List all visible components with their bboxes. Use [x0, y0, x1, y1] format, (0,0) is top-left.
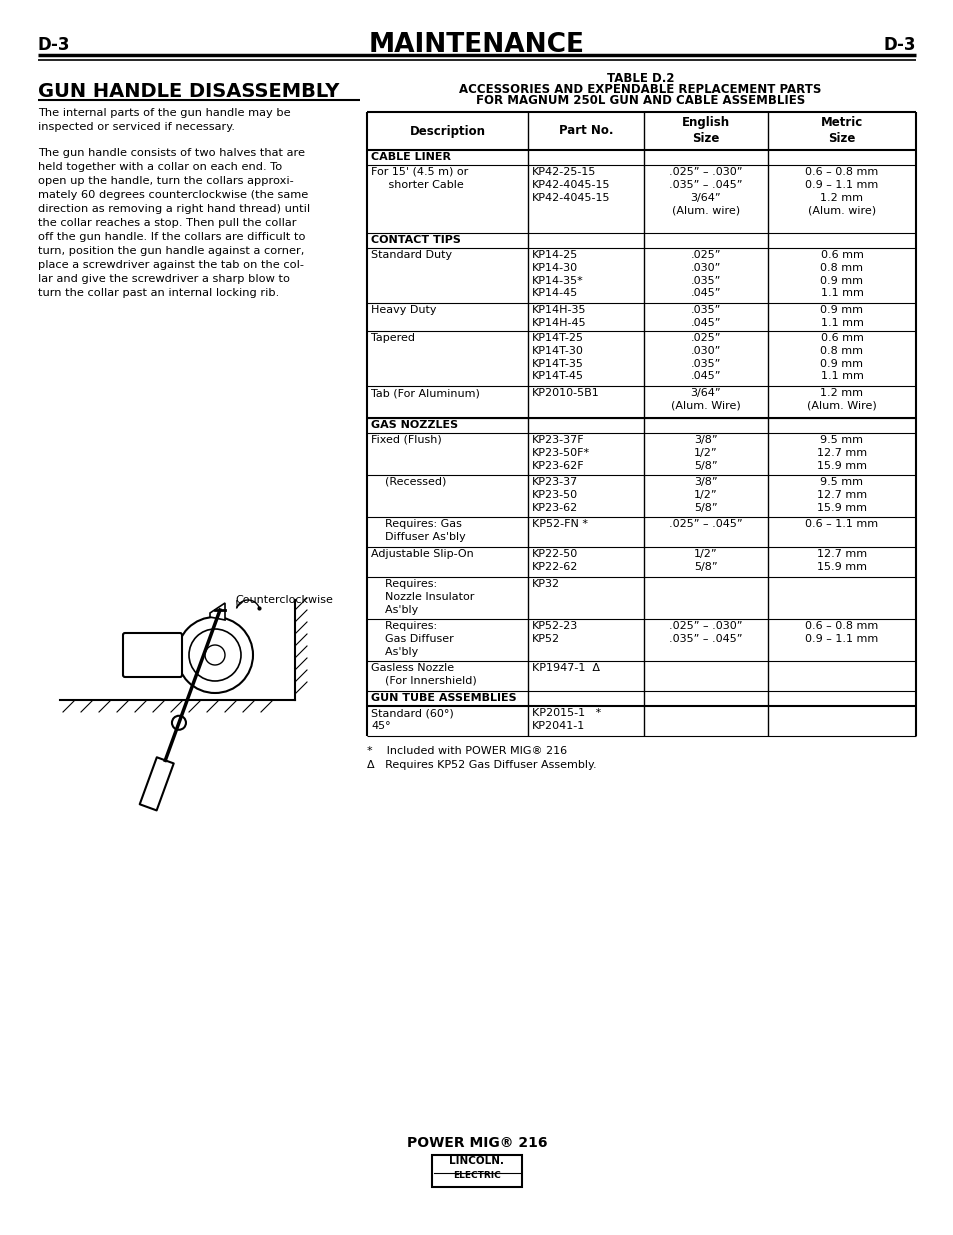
Text: (Recessed): (Recessed) — [371, 477, 446, 487]
Text: Counterclockwise: Counterclockwise — [234, 595, 333, 605]
Text: *    Included with POWER MIG® 216: * Included with POWER MIG® 216 — [367, 746, 566, 756]
Text: English
Size: English Size — [681, 116, 729, 144]
Text: .025” – .030”
.035” – .045”
3/64”
(Alum. wire): .025” – .030” .035” – .045” 3/64” (Alum.… — [669, 167, 742, 215]
Text: .035”
.045”: .035” .045” — [690, 305, 720, 327]
Text: Δ   Requires KP52 Gas Diffuser Assembly.: Δ Requires KP52 Gas Diffuser Assembly. — [367, 760, 596, 769]
Text: KP52-23
KP52: KP52-23 KP52 — [532, 621, 578, 643]
Text: Description: Description — [409, 125, 485, 137]
Text: .025” – .045”: .025” – .045” — [668, 519, 742, 529]
Text: 12.7 mm
15.9 mm: 12.7 mm 15.9 mm — [816, 550, 866, 572]
Text: Tapered: Tapered — [371, 333, 415, 343]
Text: KP2015-1   *
KP2041-1: KP2015-1 * KP2041-1 — [532, 708, 600, 731]
Text: 3/64”
(Alum. Wire): 3/64” (Alum. Wire) — [670, 388, 740, 411]
Text: KP14T-25
KP14T-30
KP14T-35
KP14T-45: KP14T-25 KP14T-30 KP14T-35 KP14T-45 — [532, 333, 583, 382]
Text: KP32: KP32 — [532, 579, 559, 589]
Text: 0.6 mm
0.8 mm
0.9 mm
1.1 mm: 0.6 mm 0.8 mm 0.9 mm 1.1 mm — [820, 249, 862, 299]
Text: Metric
Size: Metric Size — [820, 116, 862, 144]
Text: .025”
.030”
.035”
.045”: .025” .030” .035” .045” — [690, 333, 720, 382]
Text: KP23-37
KP23-50
KP23-62: KP23-37 KP23-50 KP23-62 — [532, 477, 578, 513]
Text: 0.6 – 1.1 mm: 0.6 – 1.1 mm — [804, 519, 878, 529]
Text: FOR MAGNUM 250L GUN AND CABLE ASSEMBLIES: FOR MAGNUM 250L GUN AND CABLE ASSEMBLIES — [476, 94, 804, 107]
Text: 0.6 – 0.8 mm
0.9 – 1.1 mm
1.2 mm
(Alum. wire): 0.6 – 0.8 mm 0.9 – 1.1 mm 1.2 mm (Alum. … — [804, 167, 878, 215]
Text: 3/8”
1/2”
5/8”: 3/8” 1/2” 5/8” — [694, 435, 717, 471]
FancyBboxPatch shape — [123, 634, 182, 677]
Text: ELECTRIC: ELECTRIC — [453, 1171, 500, 1179]
Text: .025”
.030”
.035”
.045”: .025” .030” .035” .045” — [690, 249, 720, 299]
Text: D-3: D-3 — [882, 36, 915, 54]
Polygon shape — [210, 603, 225, 620]
Text: KP2010-5B1: KP2010-5B1 — [532, 388, 599, 398]
Text: MAINTENANCE: MAINTENANCE — [369, 32, 584, 58]
Text: Fixed (Flush): Fixed (Flush) — [371, 435, 441, 445]
Text: 9.5 mm
12.7 mm
15.9 mm: 9.5 mm 12.7 mm 15.9 mm — [816, 435, 866, 471]
Text: Requires:
    Nozzle Insulator
    As'bly: Requires: Nozzle Insulator As'bly — [371, 579, 474, 615]
Text: KP52-FN *: KP52-FN * — [532, 519, 587, 529]
Text: 9.5 mm
12.7 mm
15.9 mm: 9.5 mm 12.7 mm 15.9 mm — [816, 477, 866, 513]
Text: Gasless Nozzle
    (For Innershield): Gasless Nozzle (For Innershield) — [371, 663, 476, 685]
Text: KP42-25-15
KP42-4045-15
KP42-4045-15: KP42-25-15 KP42-4045-15 KP42-4045-15 — [532, 167, 610, 203]
Text: 3/8”
1/2”
5/8”: 3/8” 1/2” 5/8” — [694, 477, 717, 513]
Text: Heavy Duty: Heavy Duty — [371, 305, 436, 315]
Text: The internal parts of the gun handle may be
inspected or serviced if necessary.: The internal parts of the gun handle may… — [38, 107, 291, 132]
Text: GUN TUBE ASSEMBLIES: GUN TUBE ASSEMBLIES — [371, 693, 517, 703]
Text: Adjustable Slip-On: Adjustable Slip-On — [371, 550, 474, 559]
Text: Part No.: Part No. — [558, 125, 613, 137]
Text: ACCESSORIES AND EXPENDABLE REPLACEMENT PARTS: ACCESSORIES AND EXPENDABLE REPLACEMENT P… — [458, 83, 821, 96]
Text: TABLE D.2: TABLE D.2 — [606, 72, 674, 85]
Text: Requires:
    Gas Diffuser
    As'bly: Requires: Gas Diffuser As'bly — [371, 621, 454, 657]
Text: 0.9 mm
1.1 mm: 0.9 mm 1.1 mm — [820, 305, 862, 327]
Text: 1.2 mm
(Alum. Wire): 1.2 mm (Alum. Wire) — [806, 388, 876, 411]
Text: .025” – .030”
.035” – .045”: .025” – .030” .035” – .045” — [669, 621, 742, 643]
Text: Tab (For Aluminum): Tab (For Aluminum) — [371, 388, 479, 398]
Text: CONTACT TIPS: CONTACT TIPS — [371, 235, 460, 245]
Text: KP14-25
KP14-30
KP14-35*
KP14-45: KP14-25 KP14-30 KP14-35* KP14-45 — [532, 249, 583, 299]
Text: Standard (60°)
45°: Standard (60°) 45° — [371, 708, 454, 731]
Text: LINCOLN.: LINCOLN. — [449, 1156, 504, 1166]
Text: D-3: D-3 — [38, 36, 71, 54]
Polygon shape — [139, 757, 173, 810]
Text: The gun handle consists of two halves that are
held together with a collar on ea: The gun handle consists of two halves th… — [38, 148, 310, 298]
Text: KP23-37F
KP23-50F*
KP23-62F: KP23-37F KP23-50F* KP23-62F — [532, 435, 590, 471]
Text: Requires: Gas
    Diffuser As'bly: Requires: Gas Diffuser As'bly — [371, 519, 465, 542]
Text: Standard Duty: Standard Duty — [371, 249, 452, 261]
Text: 0.6 – 0.8 mm
0.9 – 1.1 mm: 0.6 – 0.8 mm 0.9 – 1.1 mm — [804, 621, 878, 643]
Text: POWER MIG® 216: POWER MIG® 216 — [406, 1136, 547, 1150]
Text: GUN HANDLE DISASSEMBLY: GUN HANDLE DISASSEMBLY — [38, 82, 339, 101]
Text: CABLE LINER: CABLE LINER — [371, 152, 451, 162]
Text: KP22-50
KP22-62: KP22-50 KP22-62 — [532, 550, 578, 572]
Text: GAS NOZZLES: GAS NOZZLES — [371, 420, 457, 430]
Text: 1/2”
5/8”: 1/2” 5/8” — [694, 550, 717, 572]
Text: 0.6 mm
0.8 mm
0.9 mm
1.1 mm: 0.6 mm 0.8 mm 0.9 mm 1.1 mm — [820, 333, 862, 382]
Bar — [432, 1155, 521, 1187]
Text: For 15' (4.5 m) or
     shorter Cable: For 15' (4.5 m) or shorter Cable — [371, 167, 468, 190]
Text: KP1947-1  Δ: KP1947-1 Δ — [532, 663, 599, 673]
Text: KP14H-35
KP14H-45: KP14H-35 KP14H-45 — [532, 305, 586, 327]
